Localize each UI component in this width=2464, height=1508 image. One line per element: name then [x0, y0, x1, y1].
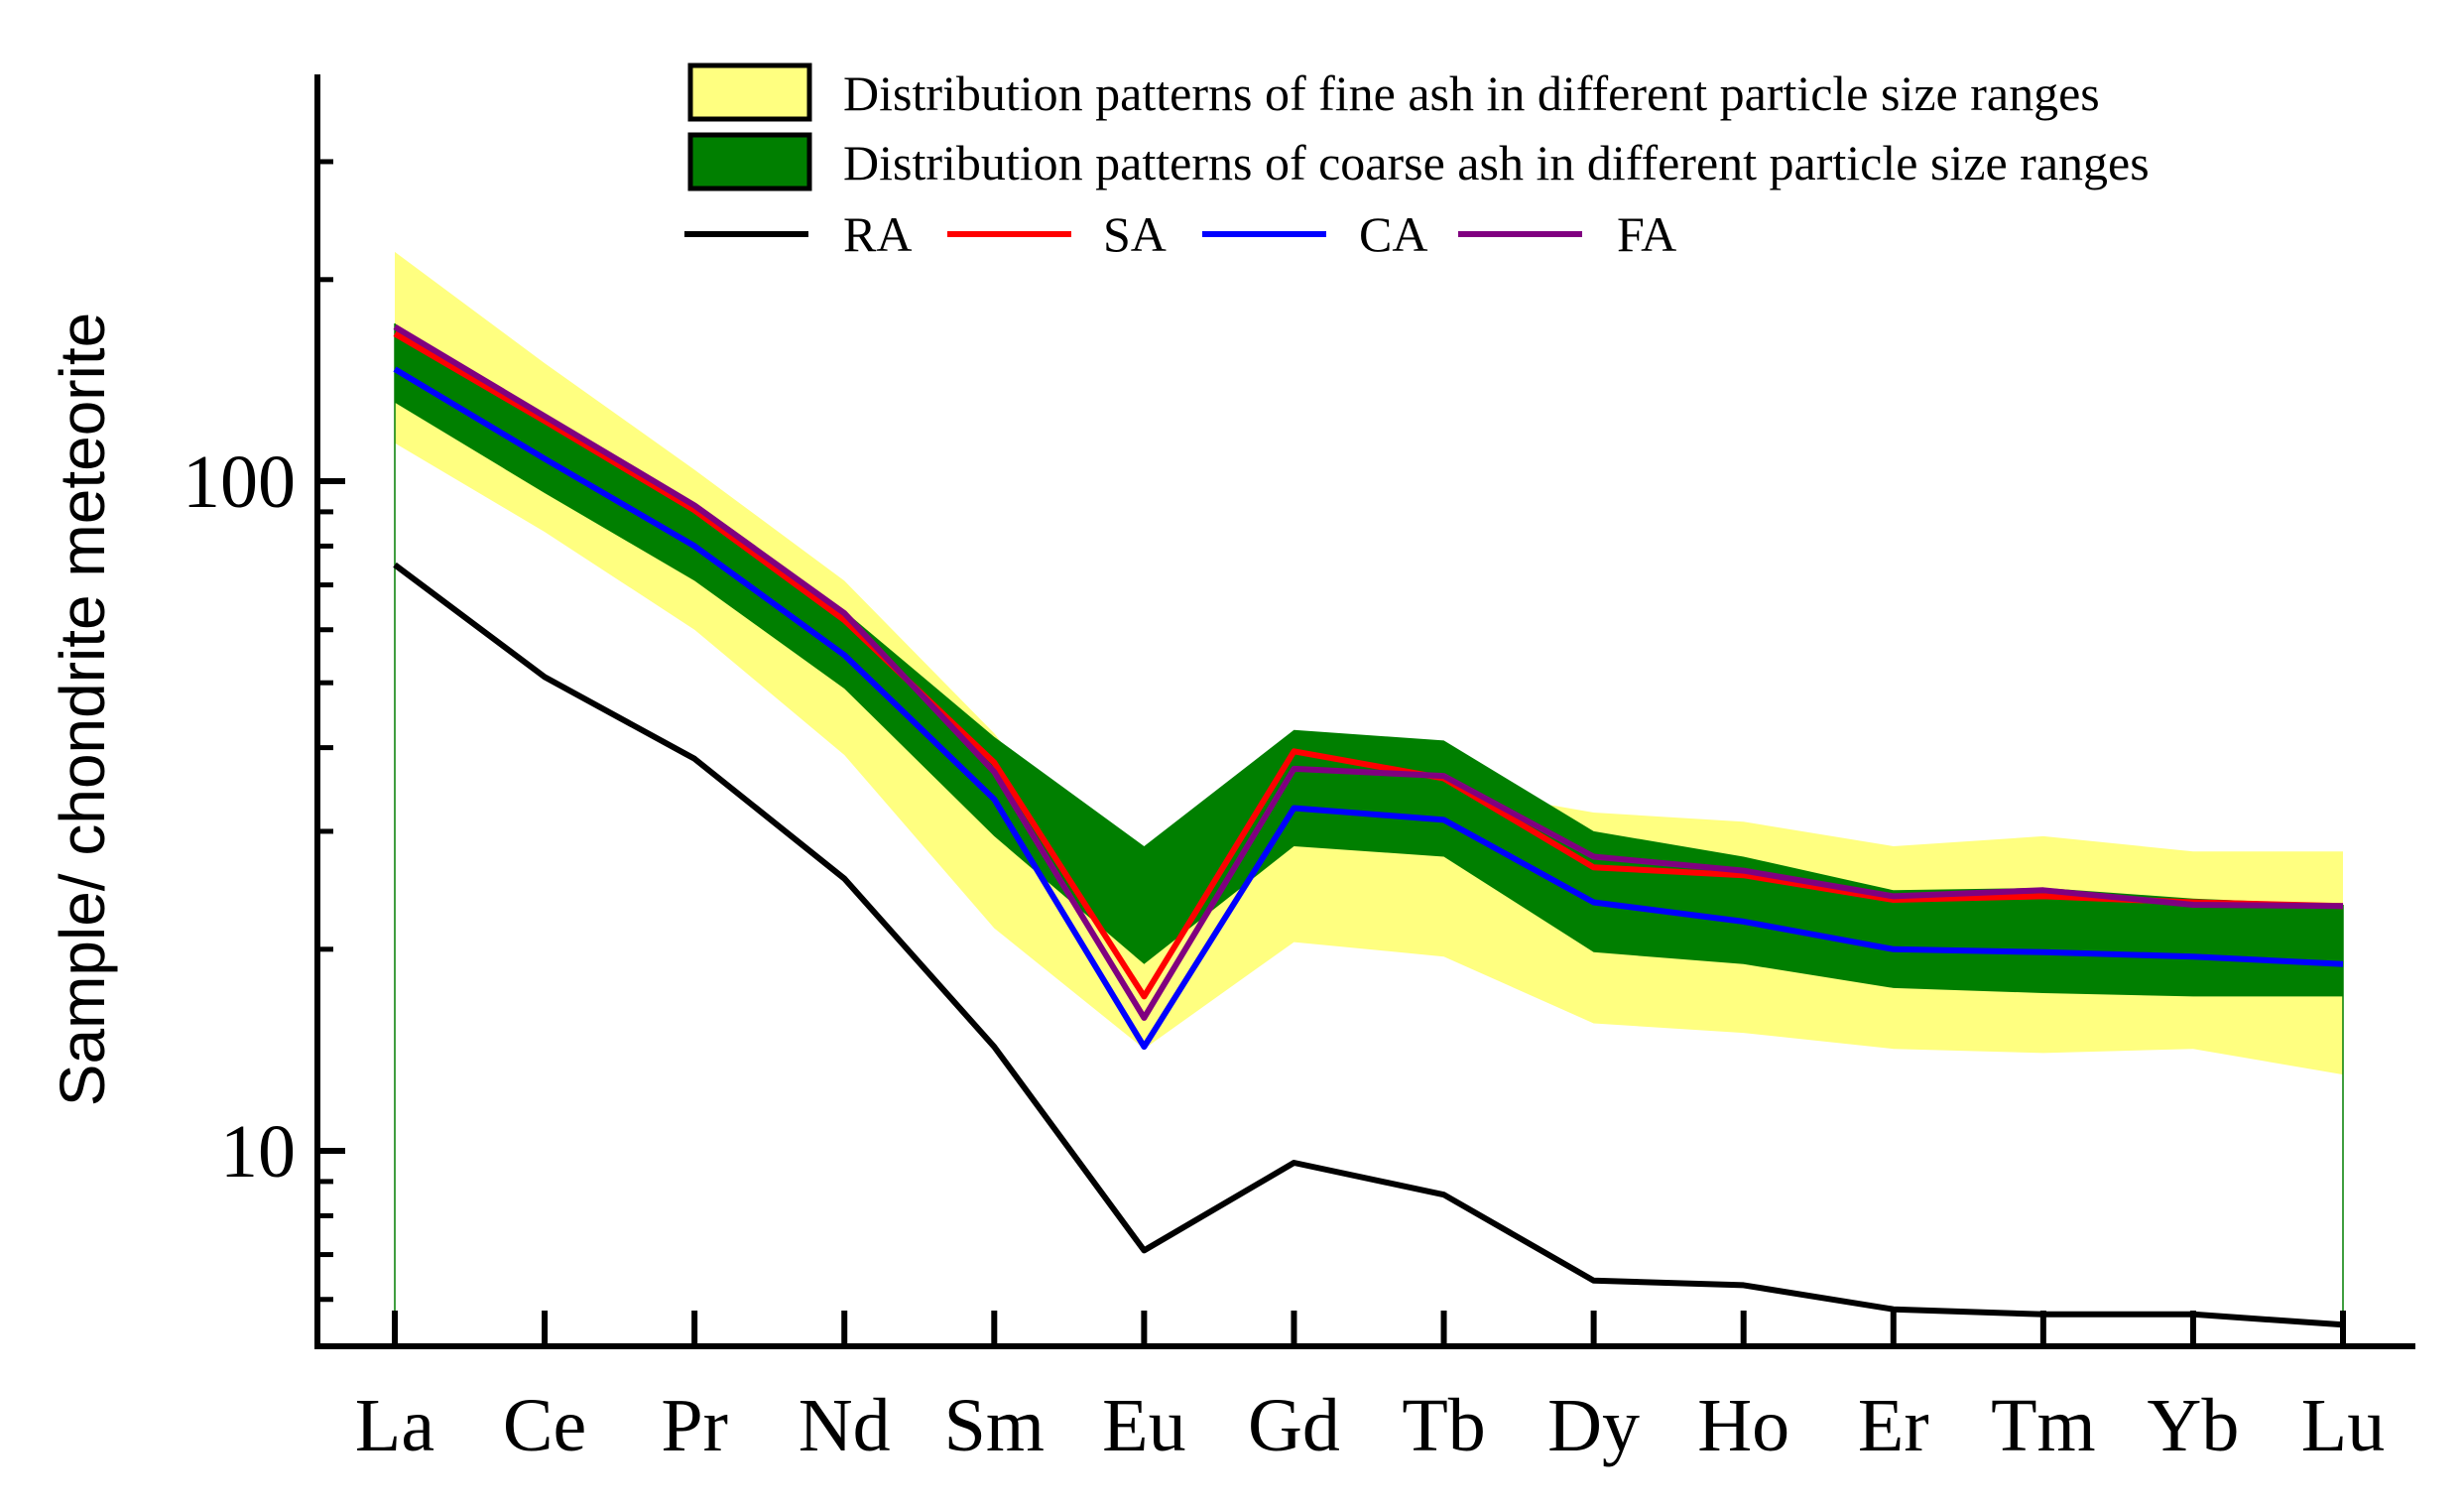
x-tick-label: Dy	[1547, 1384, 1640, 1467]
x-tick-label: La	[355, 1384, 434, 1467]
x-tick-label: Ce	[503, 1384, 586, 1467]
y-axis-label: Sample/ chondrite meteorite	[47, 313, 118, 1106]
x-tick-label: Pr	[661, 1384, 728, 1467]
legend-label-sa: SA	[1103, 206, 1167, 262]
bands-layer	[394, 251, 2344, 1346]
x-tick-label: Tb	[1402, 1384, 1485, 1467]
ticks-layer: 10 100 La Ce Pr Nd Sm Eu Gd Tb Dy Ho Er Tm Yb Lu	[183, 159, 2385, 1467]
legend: Distribution patterns of fine ash in dif…	[684, 63, 2150, 262]
legend-label-fa: FA	[1617, 206, 1676, 262]
legend-label-ra: RA	[843, 206, 912, 262]
series-line-ca	[393, 366, 2344, 1051]
x-tick-label: Lu	[2301, 1384, 2385, 1467]
x-tick-label: Gd	[1248, 1384, 1340, 1467]
x-tick-label: Ho	[1697, 1384, 1789, 1467]
legend-label-fine-ash: Distribution patterns of fine ash in dif…	[843, 65, 2100, 121]
y-tick-label: 10	[220, 1110, 296, 1194]
y-tick-label: 100	[183, 440, 296, 524]
legend-label-coarse-ash: Distribution patterns of coarse ash in d…	[843, 135, 2150, 190]
legend-swatch-coarse-ash	[687, 132, 812, 191]
x-tick-label: Sm	[944, 1384, 1045, 1467]
x-tick-label: Er	[1858, 1384, 1929, 1467]
series-lines-layer	[393, 323, 2344, 1328]
series-line-fa	[393, 323, 2344, 1021]
fine-ash-band	[395, 251, 2343, 1075]
x-tick-label: Yb	[2147, 1384, 2239, 1467]
x-tick-label: Tm	[1991, 1384, 2096, 1467]
x-tick-label: Nd	[799, 1384, 891, 1467]
x-tick-label: Eu	[1102, 1384, 1185, 1467]
legend-swatch-fine-ash	[687, 63, 812, 122]
coarse-ash-band	[395, 323, 2343, 997]
series-line-sa	[393, 330, 2344, 1000]
series-line-ra	[393, 562, 2344, 1328]
legend-label-ca: CA	[1359, 206, 1427, 262]
